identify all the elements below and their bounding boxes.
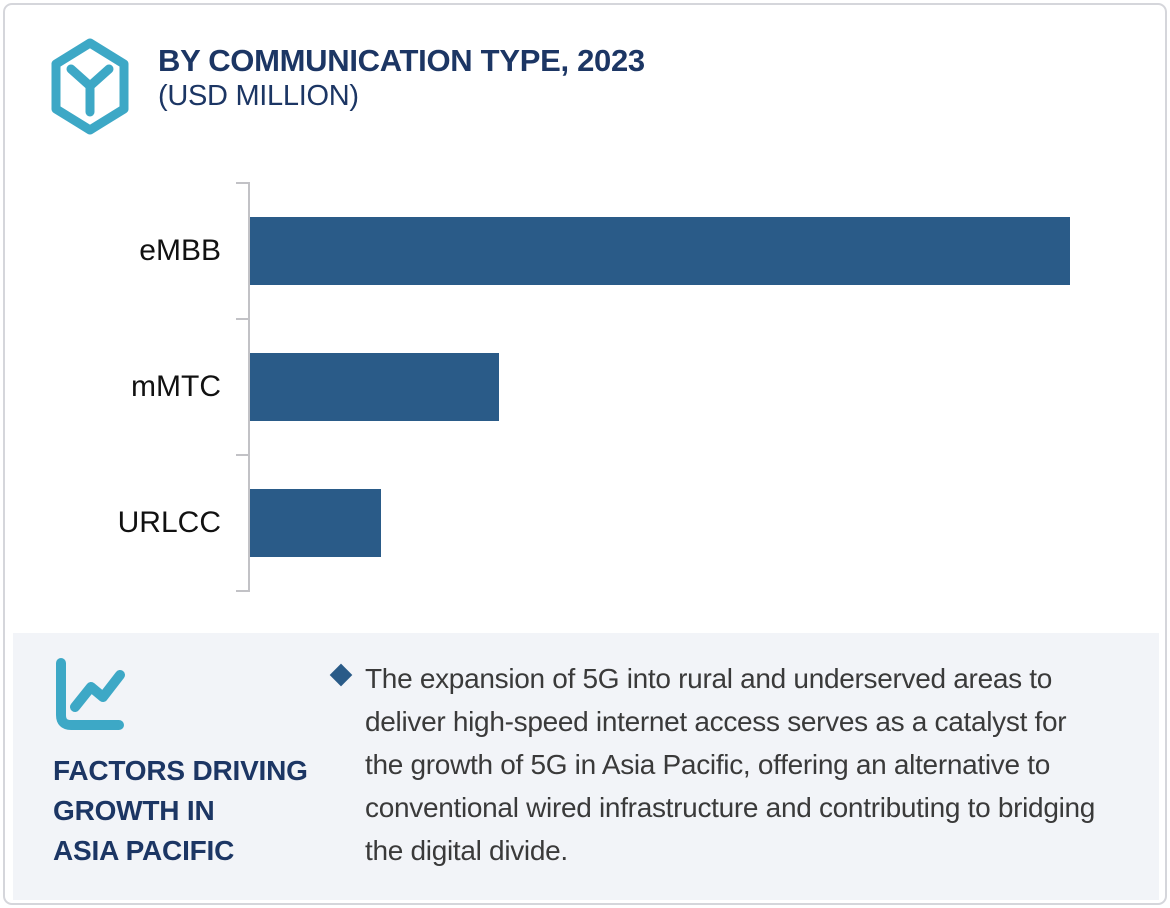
axis-tick bbox=[236, 454, 248, 456]
diamond-bullet-icon bbox=[329, 663, 353, 687]
bar-chart: eMBB mMTC URLCC bbox=[5, 5, 1170, 625]
factors-heading-line3: ASIA PACIFIC bbox=[53, 835, 235, 866]
axis-tick bbox=[236, 318, 248, 320]
chart-title-line2: (USD MILLION) bbox=[158, 80, 359, 113]
chart-title-line1: BY COMMUNICATION TYPE, 2023 bbox=[158, 43, 645, 78]
bar-eMBB bbox=[250, 217, 1070, 285]
factors-heading-line1: FACTORS DRIVING bbox=[53, 755, 308, 786]
hexagon-cube-icon bbox=[51, 38, 129, 135]
axis-tick bbox=[236, 590, 248, 592]
header: BY COMMUNICATION TYPE, 2023 (USD MILLION… bbox=[50, 38, 645, 135]
category-label: eMBB bbox=[139, 234, 221, 267]
factors-heading: FACTORS DRIVING GROWTH IN ASIA PACIFIC bbox=[53, 751, 308, 871]
infographic-card: BY COMMUNICATION TYPE, 2023 (USD MILLION… bbox=[3, 3, 1167, 905]
bullet-item: The expansion of 5G into rural and under… bbox=[325, 657, 1135, 872]
bar-mMTC bbox=[250, 353, 499, 421]
chart-title: BY COMMUNICATION TYPE, 2023 (USD MILLION… bbox=[158, 38, 645, 114]
factors-heading-line2: GROWTH IN bbox=[53, 795, 215, 826]
bullet-text: The expansion of 5G into rural and under… bbox=[365, 663, 1096, 866]
factors-panel: FACTORS DRIVING GROWTH IN ASIA PACIFIC T… bbox=[13, 633, 1159, 900]
bar-URLCC bbox=[250, 489, 381, 557]
category-label: URLCC bbox=[117, 506, 221, 539]
axis-tick bbox=[236, 182, 248, 184]
line-chart-icon bbox=[56, 658, 125, 730]
category-label: mMTC bbox=[131, 370, 221, 403]
category-axis bbox=[248, 182, 250, 592]
